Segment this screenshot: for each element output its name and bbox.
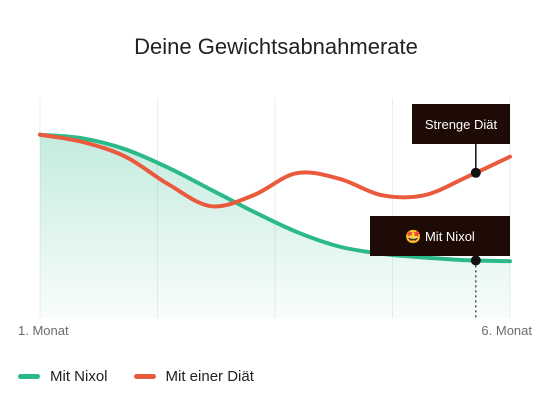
callout-box xyxy=(412,104,510,144)
legend-swatch xyxy=(133,374,156,379)
callout-box xyxy=(370,216,510,256)
callout-label: Strenge Diät xyxy=(425,117,498,132)
legend-item-mit-einer-diaet: Mit einer Diät xyxy=(133,368,254,385)
legend-label: Mit einer Diät xyxy=(165,368,254,385)
area-fill xyxy=(40,134,510,318)
x-tick-label: 1. Monat xyxy=(18,323,69,338)
x-tick-label: 6. Monat xyxy=(481,323,532,338)
legend-item-mit-nixol: Mit Nixol xyxy=(18,368,108,385)
series-line-mit-nixol xyxy=(38,132,512,264)
callout-label: 🤩 Mit Nixol xyxy=(405,229,475,244)
x-axis-ticks: 1. Monat 6. Monat xyxy=(18,323,532,338)
callout-marker xyxy=(470,255,481,266)
chart-title: Deine Gewichtsabnahmerate xyxy=(134,34,418,59)
area-mit-nixol xyxy=(40,134,510,318)
series-lines xyxy=(38,132,512,264)
legend-swatch xyxy=(18,374,40,379)
series-line-mit-einer-diaet xyxy=(38,132,512,209)
legend: Mit Nixol Mit einer Diät xyxy=(18,368,254,385)
callout-marker xyxy=(470,167,481,178)
annotations: Strenge Diät 🤩 Mit Nixol xyxy=(370,104,510,318)
legend-label: Mit Nixol xyxy=(50,368,108,385)
